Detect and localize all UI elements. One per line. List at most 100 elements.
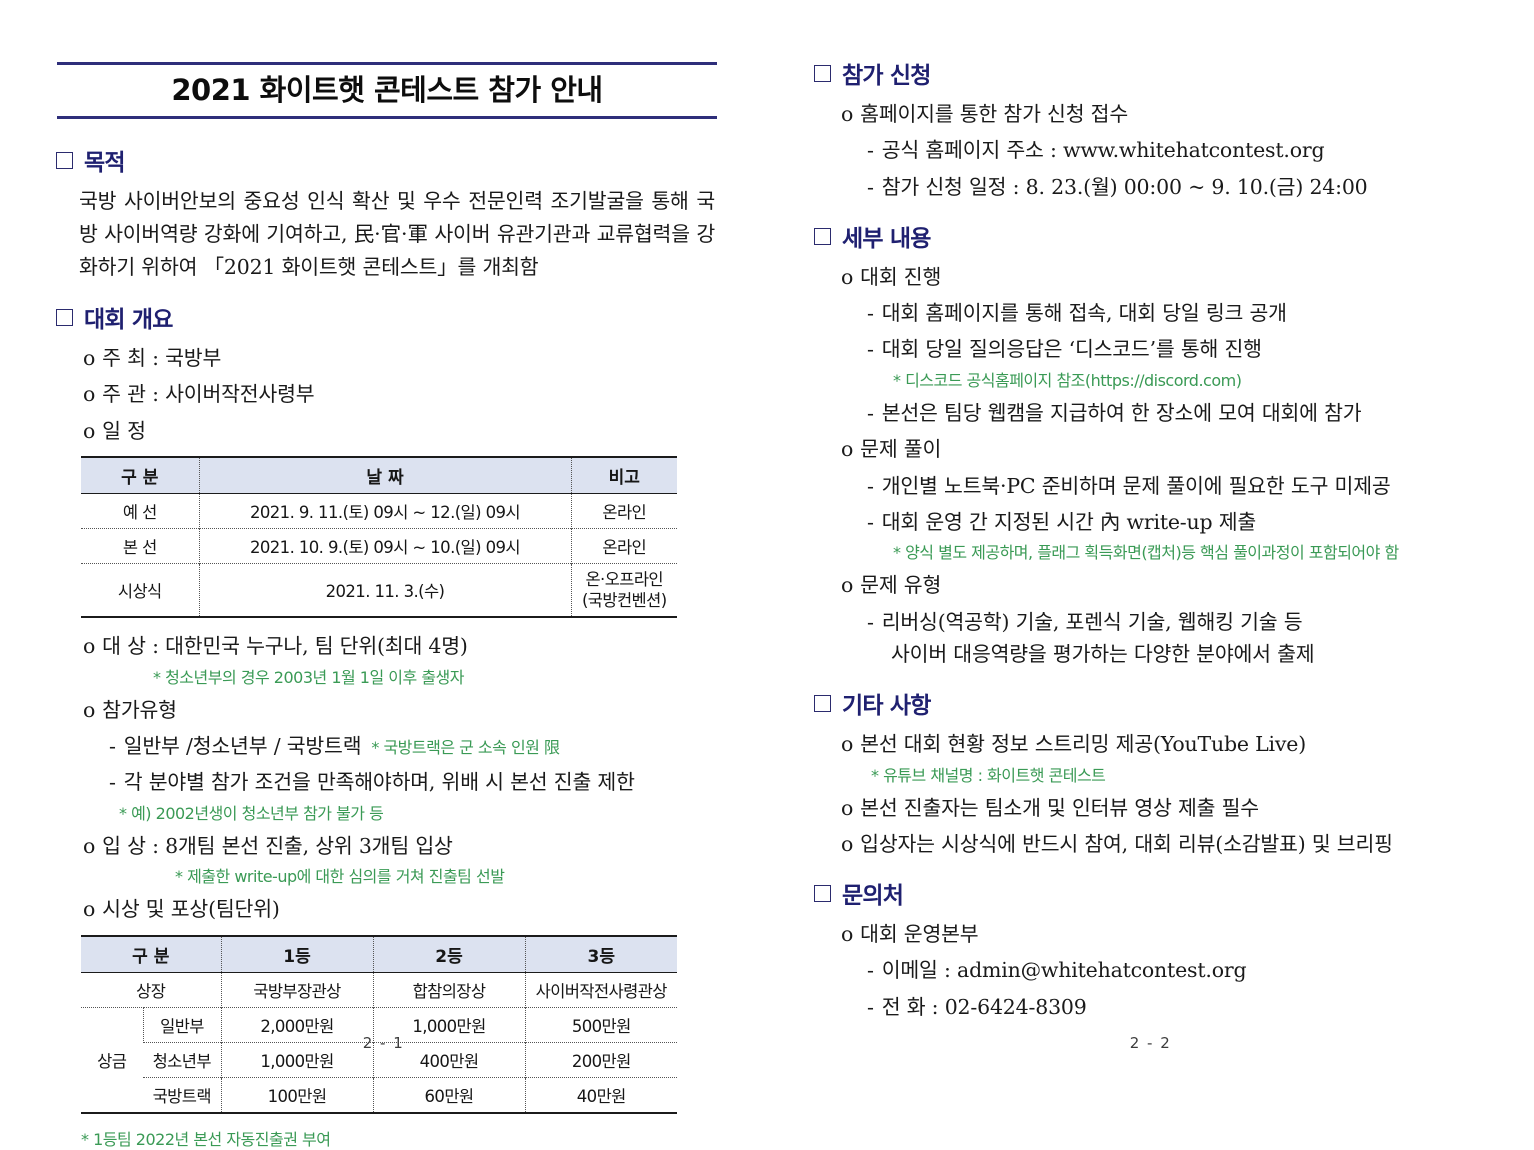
details-solving-label: 문제 풀이: [860, 437, 942, 462]
dash-marker-icon: -: [867, 337, 874, 362]
prize-cell-certificate-rank2: 합참의장상: [372, 972, 526, 1008]
etc-item-3-text: 입상자는 시상식에 반드시 참여, 대회 리뷰(소감발표) 및 브리핑: [860, 831, 1393, 856]
section-heading-label: 기타 사항: [842, 693, 931, 720]
overview-organizer-label: 주 관 : 사이버작전사령부: [102, 382, 315, 407]
circle-marker-icon: o: [841, 795, 854, 820]
table-row: 상장 국방부장관상 합참의장상 사이버작전사령관상: [81, 972, 678, 1008]
prize-header-rank3: 3등: [524, 935, 678, 973]
prize-table-note: * 1등팀 2022년 본선 자동진출권 부여: [81, 1129, 331, 1149]
circle-marker-icon: o: [841, 264, 854, 289]
page-footer-right: 2 - 2: [1129, 1034, 1172, 1052]
details-problem-type-item: o 문제 유형: [841, 569, 1488, 601]
contact-phone-text: 전 화 : 02-6424-8309: [881, 994, 1087, 1019]
contact-email-row: - 이메일 : admin@whitehatcontest.org: [867, 954, 1488, 986]
application-website-text: 공식 홈페이지 주소 : www.whitehatcontest.org: [881, 138, 1325, 163]
details-progress-text-3: 본선은 팀당 웹캠을 지급하여 한 장소에 모여 대회에 참가: [881, 400, 1362, 425]
section-heading-label: 문의처: [842, 883, 904, 910]
table-row: 청소년부 1,000만원 400만원 200만원: [81, 1041, 678, 1078]
schedule-cell-date: 2021. 9. 11.(토) 09시 ~ 12.(일) 09시: [198, 493, 571, 529]
circle-marker-icon: o: [841, 573, 854, 598]
details-solving-row-2: - 대회 운영 간 지정된 시간 內 write-up 제출: [867, 506, 1488, 538]
entry-type-options: 일반부 /청소년부 / 국방트랙 * 국방트랙은 군 소속 인원 限: [124, 730, 560, 762]
circle-marker-icon: o: [83, 382, 96, 407]
circle-marker-icon: o: [841, 732, 854, 757]
schedule-cell-date: 2021. 10. 9.(토) 09시 ~ 10.(일) 09시: [198, 528, 571, 564]
schedule-cell-remark: 온라인: [570, 528, 677, 564]
details-problem-type-text-cont: 사이버 대응역량을 평가하는 다양한 분야에서 출제: [891, 642, 1315, 666]
details-problem-type-label: 문제 유형: [860, 573, 942, 598]
schedule-cell-date: 2021. 11. 3.(수): [198, 563, 571, 618]
prize-cell-amount-rank3: 500만원: [524, 1006, 678, 1043]
section-heading-details: 세부 내용: [814, 225, 1488, 254]
prize-header-division: 구 분: [81, 935, 222, 973]
right-column: 참가 신청 o 홈페이지를 통한 참가 신청 접수 - 공식 홈페이지 주소 :…: [767, 0, 1534, 1080]
details-progress-item: o 대회 진행: [841, 261, 1488, 293]
prize-header-rank2: 2등: [372, 935, 526, 973]
prize-cell-category: 국방트랙: [143, 1076, 222, 1113]
prize-cell-amount-rank1: 100만원: [220, 1076, 374, 1113]
details-problem-type-text: 리버싱(역공학) 기술, 포렌식 기술, 웹해킹 기술 등: [881, 609, 1303, 634]
contact-item: o 대회 운영본부: [841, 918, 1488, 950]
details-solving-item: o 문제 풀이: [841, 433, 1488, 465]
circle-marker-icon: o: [83, 346, 96, 370]
circle-marker-icon: o: [83, 418, 96, 443]
overview-target-item: o 대 상 : 대한민국 누구나, 팀 단위(최대 4명): [83, 630, 717, 662]
entry-type-options-text: 일반부 /청소년부 / 국방트랙: [123, 734, 362, 759]
overview-prize-label: 시상 및 포상(팀단위): [102, 897, 280, 922]
details-progress-text-2: 대회 당일 질의응답은 ‘디스코드’를 통해 진행: [881, 337, 1262, 362]
remark-line-2: (국방컨벤션): [581, 591, 667, 611]
details-progress-row-2: - 대회 당일 질의응답은 ‘디스코드’를 통해 진행: [867, 333, 1488, 365]
overview-prize-item: o 시상 및 포상(팀단위): [83, 893, 717, 925]
prize-table: 구 분 1등 2등 3등 상장 국방부장관상 합참의장상 사이버작전사령관상 상…: [81, 934, 678, 1114]
remark-line-1: 온·오프라인: [585, 570, 664, 590]
table-row: 본 선 2021. 10. 9.(토) 09시 ~ 10.(일) 09시 온라인: [81, 528, 677, 564]
table-row: 상금 일반부 2,000만원 1,000만원 500만원: [81, 1006, 678, 1113]
etc-item-1: o 본선 대회 현황 정보 스트리밍 제공(YouTube Live): [841, 728, 1488, 760]
overview-award-label: 입 상 : 8개팀 본선 진출, 상위 3개팀 입상: [102, 833, 453, 858]
etc-item-1-text: 본선 대회 현황 정보 스트리밍 제공(YouTube Live): [860, 732, 1306, 757]
circle-marker-icon: o: [841, 831, 854, 856]
table-row: 시상식 2021. 11. 3.(수) 온·오프라인 (국방컨벤션): [81, 563, 677, 618]
contact-phone-row: - 전 화 : 02-6424-8309: [867, 991, 1488, 1023]
dash-marker-icon: -: [867, 174, 874, 199]
dash-marker-icon: -: [867, 509, 874, 534]
dash-marker-icon: -: [867, 138, 874, 163]
section-heading-contact: 문의처: [814, 882, 1488, 911]
schedule-header-date: 날 짜: [198, 457, 571, 495]
circle-marker-icon: o: [83, 897, 96, 922]
schedule-cell-division: 시상식: [81, 563, 199, 618]
entry-type-condition-row: - 각 분야별 참가 조건을 만족해야하며, 위배 시 본선 진출 제한: [109, 766, 717, 798]
page-footer-left: 2 - 1: [362, 1034, 405, 1052]
prize-cell-amount-rank3: 200만원: [524, 1041, 678, 1078]
circle-marker-icon: o: [841, 437, 854, 462]
left-column: 2021 화이트햇 콘테스트 참가 안내 목적 국방 사이버안보의 중요성 인식…: [0, 0, 767, 1149]
details-solving-note-2: * 양식 별도 제공하며, 플래그 획득화면(캡처)등 핵심 풀이과정이 포함되…: [893, 543, 1399, 563]
section-heading-purpose: 목적: [56, 149, 717, 178]
prize-cell-certificate-rank3: 사이버작전사령관상: [524, 972, 678, 1008]
square-bullet-icon: [814, 695, 831, 713]
square-bullet-icon: [814, 65, 831, 82]
overview-organizer-item: o 주 관 : 사이버작전사령부: [83, 378, 717, 410]
prize-cell-certificate-label: 상장: [136, 981, 166, 1001]
dash-marker-icon: -: [109, 770, 116, 795]
prize-cell-money-group-label: 상금: [81, 1006, 143, 1113]
circle-marker-icon: o: [83, 697, 96, 722]
section-heading-label: 대회 개요: [84, 307, 173, 334]
dash-marker-icon: -: [867, 473, 874, 498]
details-progress-row-1: - 대회 홈페이지를 통해 접속, 대회 당일 링크 공개: [867, 297, 1488, 329]
contact-email-text: 이메일 : admin@whitehatcontest.org: [881, 958, 1247, 983]
dash-marker-icon: -: [867, 301, 874, 325]
purpose-body-text: 국방 사이버안보의 중요성 인식 확산 및 우수 전문인력 조기발굴을 통해 국…: [79, 188, 715, 280]
details-progress-label: 대회 진행: [860, 264, 942, 289]
circle-marker-icon: o: [841, 101, 854, 126]
etc-item-2: o 본선 진출자는 팀소개 및 인터뷰 영상 제출 필수: [841, 792, 1488, 824]
circle-marker-icon: o: [83, 634, 96, 659]
overview-host-label: 주 최 : 국방부: [102, 346, 222, 370]
prize-cell-amount-rank2: 1,000만원: [372, 1006, 526, 1043]
prize-cell-category: 청소년부: [143, 1041, 222, 1078]
overview-entry-type-label: 참가유형: [102, 697, 177, 722]
dash-marker-icon: -: [867, 400, 874, 425]
schedule-cell-division: 본 선: [81, 528, 199, 564]
application-website-row: - 공식 홈페이지 주소 : www.whitehatcontest.org: [867, 134, 1488, 166]
